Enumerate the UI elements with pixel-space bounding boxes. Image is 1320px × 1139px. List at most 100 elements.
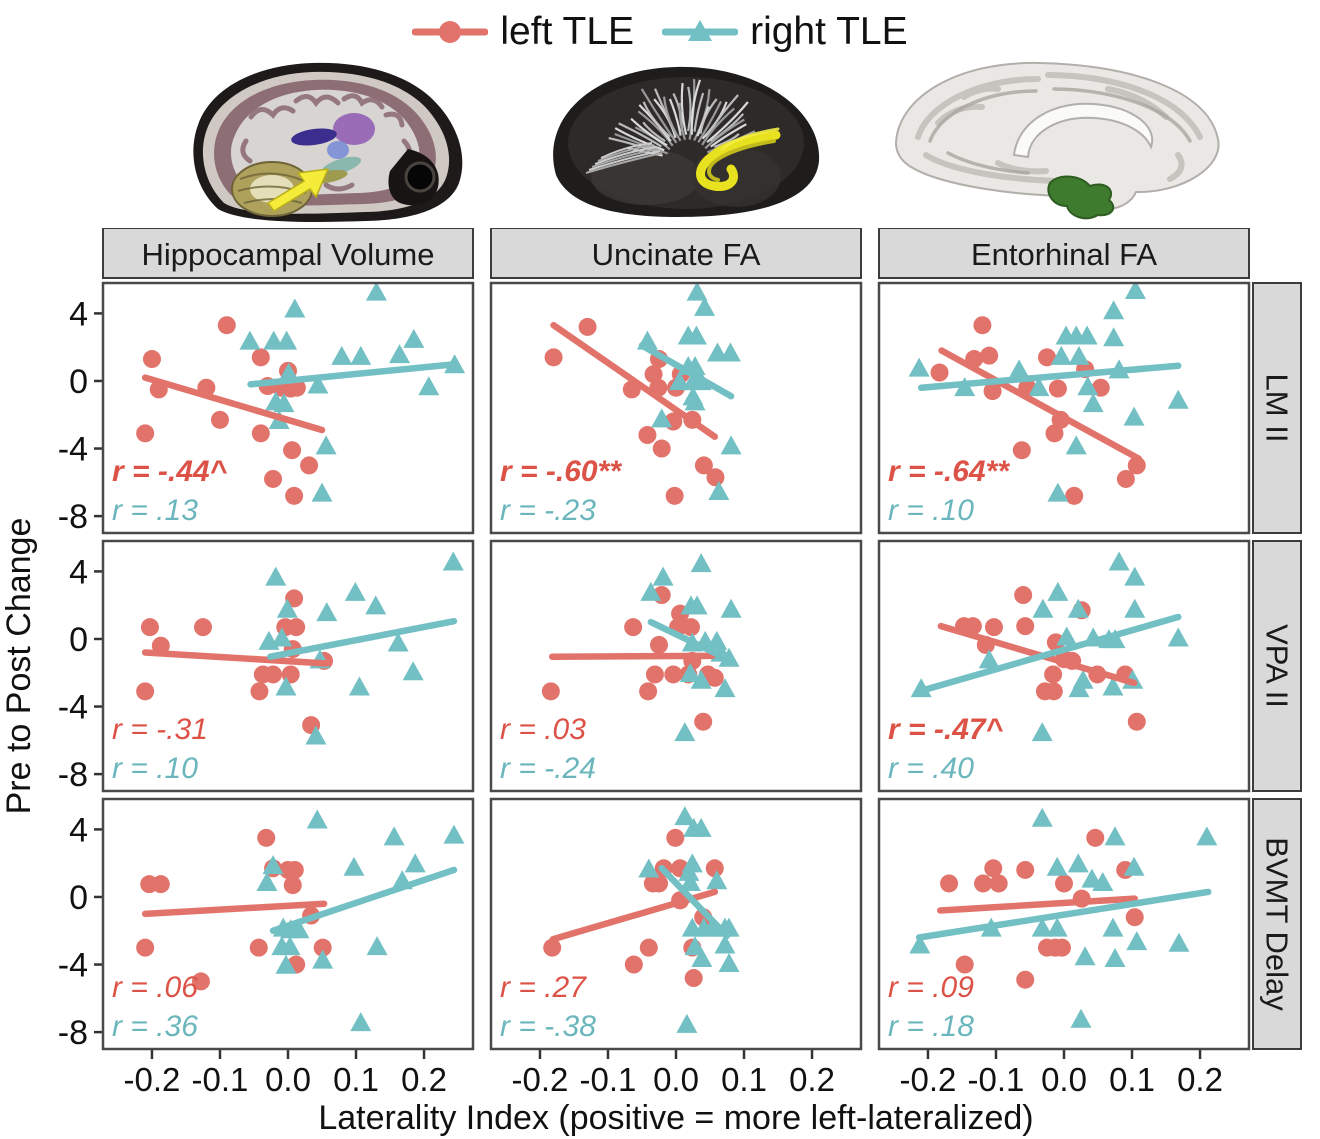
data-point-left-tle — [930, 363, 949, 382]
data-point-left-tle — [1086, 828, 1105, 847]
data-point-right-tle — [1104, 826, 1126, 846]
panel — [908, 283, 1189, 505]
r-annotation-left-tle: r = -.31 — [112, 713, 208, 746]
data-point-right-tle — [1032, 598, 1054, 618]
data-point-right-tle — [694, 296, 716, 316]
y-axis-title: Pre to Post Change — [0, 518, 38, 815]
legend-item-left-tle: left TLE — [412, 10, 634, 54]
data-point-left-tle — [644, 365, 663, 384]
data-point-left-tle — [1016, 617, 1035, 636]
data-point-right-tle — [1031, 722, 1053, 742]
regression-line-right-tle — [247, 360, 460, 388]
data-point-left-tle — [136, 424, 155, 443]
data-point-right-tle — [1196, 826, 1218, 846]
regression-line-right-tle — [638, 342, 735, 400]
r-annotation-right-tle: r = -.24 — [500, 752, 596, 785]
data-point-right-tle — [383, 826, 405, 846]
panel-border — [877, 281, 1251, 535]
data-point-left-tle — [1125, 908, 1144, 927]
data-point-right-tle — [690, 669, 712, 689]
data-point-left-tle — [264, 665, 283, 684]
x-tick-label: 0.0 — [653, 1061, 699, 1098]
data-point-left-tle — [251, 424, 270, 443]
regression-line-left-tle — [141, 374, 326, 434]
data-point-left-tle — [649, 874, 668, 893]
panel-border — [877, 797, 1251, 1051]
data-point-left-tle — [1055, 874, 1073, 893]
data-point-right-tle — [1047, 581, 1069, 601]
data-point-left-tle — [1037, 348, 1056, 367]
data-point-left-tle — [285, 486, 304, 505]
data-point-left-tle — [1116, 469, 1135, 488]
data-point-right-tle — [1104, 947, 1126, 967]
data-point-right-tle — [638, 858, 660, 878]
data-point-left-tle — [1016, 970, 1035, 989]
r-annotation-right-tle: r = -.23 — [500, 494, 596, 527]
legend-item-right-tle: right TLE — [662, 10, 908, 54]
data-point-right-tle — [1031, 917, 1053, 937]
data-point-right-tle — [1167, 389, 1189, 409]
data-point-right-tle — [442, 551, 464, 571]
yellow-arrow-icon — [266, 168, 330, 212]
data-point-left-tle — [544, 348, 563, 367]
data-point-left-tle — [1048, 379, 1067, 398]
data-point-right-tle — [273, 393, 295, 413]
data-point-right-tle — [239, 330, 261, 350]
data-point-right-tle — [279, 936, 301, 956]
data-point-right-tle — [681, 853, 703, 873]
regression-line-right-tle — [917, 362, 1182, 391]
data-point-right-tle — [1068, 345, 1090, 365]
r-annotation-left-tle: r = .09 — [888, 971, 974, 1004]
r-annotation-right-tle: r = .18 — [888, 1010, 974, 1043]
data-point-left-tle — [136, 938, 155, 957]
data-point-right-tle — [708, 480, 730, 500]
data-point-left-tle — [705, 859, 724, 878]
y-tick-label: -8 — [58, 498, 88, 536]
data-point-right-tle — [1124, 283, 1146, 299]
data-point-left-tle — [639, 682, 658, 701]
regression-line-right-tle — [915, 613, 1182, 695]
data-point-right-tle — [706, 870, 728, 890]
facet-row-strip — [1252, 540, 1302, 792]
data-point-left-tle — [1046, 633, 1065, 652]
data-point-right-tle — [1108, 551, 1130, 571]
r-annotation-right-tle: r = .13 — [112, 494, 198, 527]
data-point-right-tle — [718, 953, 740, 973]
facet-column-strip — [490, 228, 862, 279]
data-point-right-tle — [690, 817, 712, 837]
data-point-right-tle — [1077, 376, 1099, 396]
data-point-right-tle — [1104, 629, 1126, 649]
r-annotation-left-tle: r = -.47^ — [888, 713, 1004, 746]
data-point-left-tle — [666, 828, 685, 847]
r-annotation-left-tle: r = .06 — [112, 971, 198, 1004]
panel-border — [101, 281, 475, 535]
facet-row-label: VPA II — [1260, 624, 1295, 708]
data-point-left-tle — [706, 468, 725, 487]
entorhinal-region — [1047, 175, 1115, 220]
x-tick-label: 0.2 — [1177, 1061, 1223, 1098]
panel — [909, 807, 1218, 1028]
data-point-right-tle — [1126, 931, 1148, 951]
facet-column-label: Uncinate FA — [592, 237, 761, 272]
x-tick-label: 0.1 — [721, 1061, 767, 1098]
r-annotation-left-tle: r = -.44^ — [112, 455, 228, 488]
x-tick-label: 0.0 — [265, 1061, 311, 1098]
x-tick-label: 0.2 — [401, 1061, 447, 1098]
x-tick-label: -0.1 — [192, 1061, 249, 1098]
legend-label-right-tle: right TLE — [750, 10, 908, 53]
segmented-sagittal-mri-hippocampus-arrow — [193, 62, 463, 222]
medial-surface-render-entorhinal-cortex — [894, 61, 1220, 220]
data-point-right-tle — [1123, 406, 1145, 426]
data-point-right-tle — [685, 325, 707, 345]
data-point-right-tle — [1008, 359, 1030, 379]
regression-line-right-tle — [915, 888, 1212, 941]
regression-line-right-tle — [267, 617, 458, 660]
data-point-left-tle — [140, 618, 159, 637]
regression-line-left-tle — [141, 649, 331, 667]
x-tick-label: 0.0 — [1041, 1061, 1087, 1098]
y-tick-label: 0 — [69, 879, 88, 917]
data-point-left-tle — [210, 410, 229, 429]
data-point-right-tle — [343, 856, 365, 876]
facet-row-strip — [1252, 282, 1302, 534]
